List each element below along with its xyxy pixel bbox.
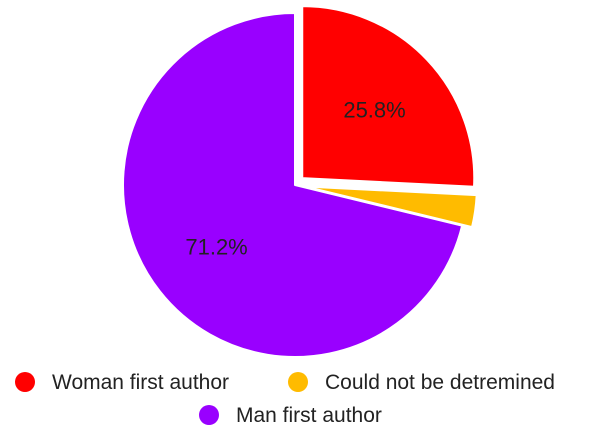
pie-slice-woman-first-author[interactable] xyxy=(301,5,476,188)
legend-swatch-could-not-be-determined xyxy=(288,372,308,392)
legend-item-could-not-be-determined[interactable]: Could not be detremined xyxy=(288,371,555,394)
legend-label-could-not-be-determined: Could not be detremined xyxy=(325,371,555,394)
legend-swatch-man-first-author xyxy=(199,405,219,425)
legend-swatch-woman-first-author xyxy=(15,372,35,392)
legend: Woman first author Could not be detremin… xyxy=(15,371,555,427)
slice-labels: 25.8% 71.2% xyxy=(185,97,405,259)
pie-slices xyxy=(122,5,478,358)
legend-label-woman-first-author: Woman first author xyxy=(52,371,229,394)
slice-label-man-first-author: 71.2% xyxy=(185,235,247,260)
legend-item-man-first-author[interactable]: Man first author xyxy=(199,404,382,427)
legend-label-man-first-author: Man first author xyxy=(236,404,382,427)
pie-slice-man-first-author[interactable] xyxy=(122,12,464,358)
legend-item-woman-first-author[interactable]: Woman first author xyxy=(15,371,229,394)
slice-label-woman-first-author: 25.8% xyxy=(343,97,405,122)
pie-slice-could-not-be-detremined[interactable] xyxy=(303,185,478,229)
